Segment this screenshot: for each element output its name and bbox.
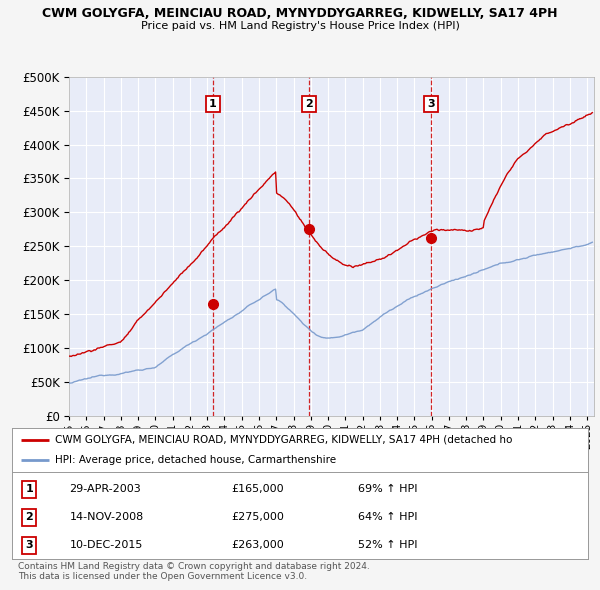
Text: This data is licensed under the Open Government Licence v3.0.: This data is licensed under the Open Gov… <box>18 572 307 581</box>
Text: HPI: Average price, detached house, Carmarthenshire: HPI: Average price, detached house, Carm… <box>55 455 337 465</box>
Text: 14-NOV-2008: 14-NOV-2008 <box>70 512 144 522</box>
Text: £275,000: £275,000 <box>231 512 284 522</box>
Text: 2: 2 <box>25 512 33 522</box>
Text: £263,000: £263,000 <box>231 540 284 550</box>
Text: 3: 3 <box>427 99 434 109</box>
Text: 52% ↑ HPI: 52% ↑ HPI <box>358 540 417 550</box>
Text: Price paid vs. HM Land Registry's House Price Index (HPI): Price paid vs. HM Land Registry's House … <box>140 21 460 31</box>
Text: 2: 2 <box>305 99 313 109</box>
Text: 29-APR-2003: 29-APR-2003 <box>70 484 142 494</box>
Text: 1: 1 <box>25 484 33 494</box>
Text: Contains HM Land Registry data © Crown copyright and database right 2024.: Contains HM Land Registry data © Crown c… <box>18 562 370 571</box>
Text: 10-DEC-2015: 10-DEC-2015 <box>70 540 143 550</box>
Text: 69% ↑ HPI: 69% ↑ HPI <box>358 484 417 494</box>
Text: 3: 3 <box>25 540 33 550</box>
Text: CWM GOLYGFA, MEINCIAU ROAD, MYNYDDYGARREG, KIDWELLY, SA17 4PH: CWM GOLYGFA, MEINCIAU ROAD, MYNYDDYGARRE… <box>42 7 558 20</box>
Text: 1: 1 <box>209 99 217 109</box>
Text: £165,000: £165,000 <box>231 484 284 494</box>
Text: 64% ↑ HPI: 64% ↑ HPI <box>358 512 417 522</box>
Text: CWM GOLYGFA, MEINCIAU ROAD, MYNYDDYGARREG, KIDWELLY, SA17 4PH (detached ho: CWM GOLYGFA, MEINCIAU ROAD, MYNYDDYGARRE… <box>55 435 512 445</box>
